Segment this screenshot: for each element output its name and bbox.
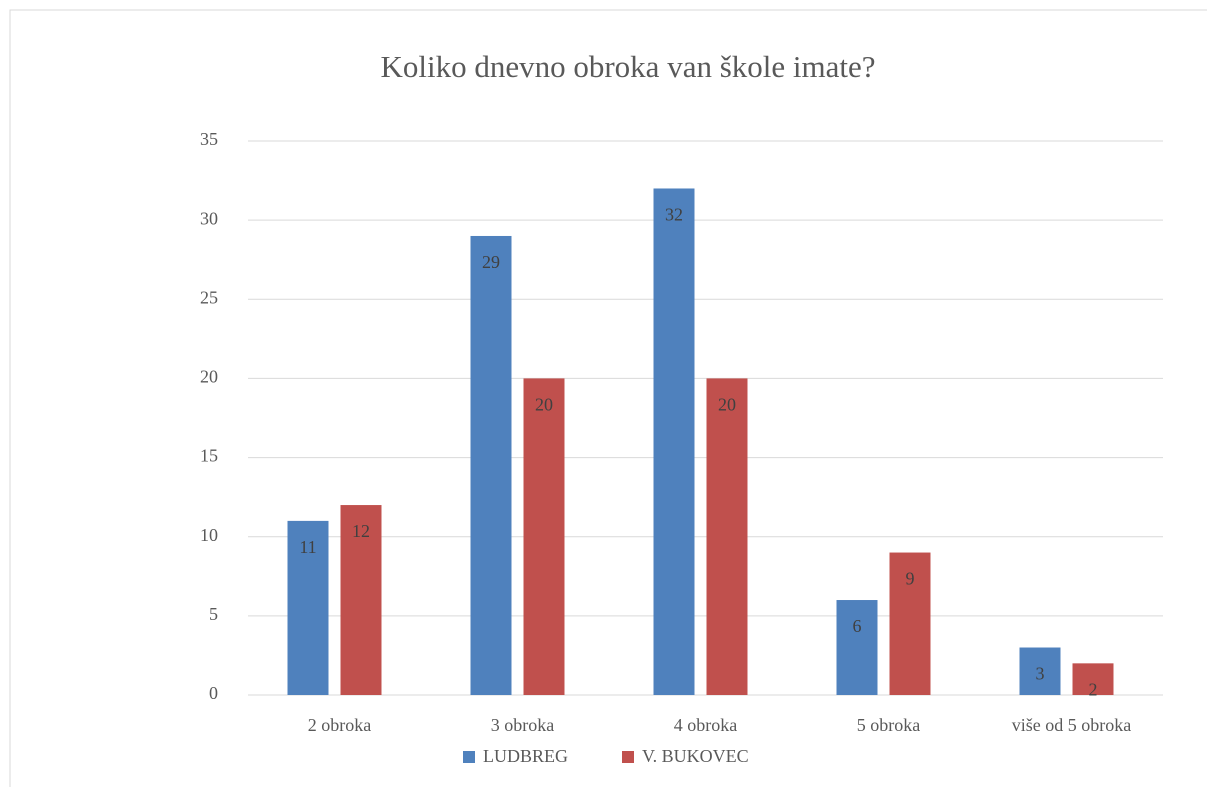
data-label: 11 <box>299 537 316 557</box>
chart-border <box>9 9 1207 787</box>
x-tick-label: 5 obroka <box>857 715 920 735</box>
bar <box>706 378 748 695</box>
chart-title: Koliko dnevno obroka van škole imate? <box>380 49 875 84</box>
bar <box>1072 663 1114 695</box>
bar <box>470 235 512 695</box>
bar <box>1019 647 1061 695</box>
y-tick-label: 20 <box>200 367 218 387</box>
data-label: 6 <box>853 616 862 636</box>
bar <box>889 552 931 695</box>
x-tick-label: više od 5 obroka <box>1012 715 1131 735</box>
y-tick-label: 0 <box>209 683 218 703</box>
legend-label: V. BUKOVEC <box>642 746 749 766</box>
data-label: 3 <box>1036 664 1045 684</box>
legend-swatch <box>622 751 634 763</box>
bar <box>836 600 878 695</box>
bar <box>523 378 565 695</box>
y-tick-label: 35 <box>200 129 218 149</box>
y-tick-label: 25 <box>200 287 218 307</box>
y-tick-label: 15 <box>200 446 218 466</box>
y-tick-label: 5 <box>209 604 218 624</box>
bar <box>653 188 695 695</box>
legend-label: LUDBREG <box>483 746 568 766</box>
x-tick-label: 4 obroka <box>674 715 737 735</box>
data-label: 29 <box>482 252 500 272</box>
data-label: 32 <box>665 205 683 225</box>
data-label: 2 <box>1089 679 1098 699</box>
legend-swatch <box>463 751 475 763</box>
data-label: 20 <box>535 395 553 415</box>
y-tick-label: 30 <box>200 208 218 228</box>
bar <box>340 505 382 695</box>
x-tick-label: 3 obroka <box>491 715 554 735</box>
data-label: 20 <box>718 395 736 415</box>
data-label: 12 <box>352 521 370 541</box>
data-label: 9 <box>906 569 915 589</box>
x-tick-label: 2 obroka <box>308 715 371 735</box>
bar <box>287 520 329 695</box>
y-tick-label: 10 <box>200 525 218 545</box>
